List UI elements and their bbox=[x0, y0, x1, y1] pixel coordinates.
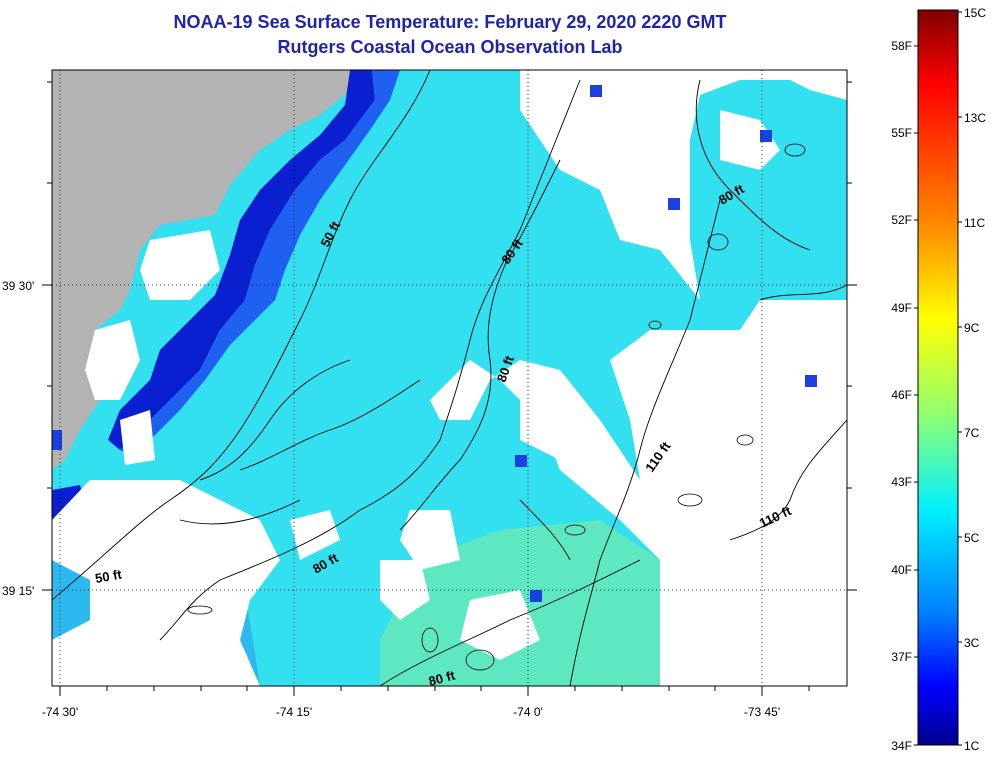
colorbar-f-label: 58F bbox=[891, 39, 912, 53]
colorbar-f-label: 52F bbox=[891, 213, 912, 227]
contour-80ft-south bbox=[379, 559, 641, 686]
contour-label: 50 ft bbox=[94, 566, 124, 586]
colorbar-f-label: 49F bbox=[891, 301, 912, 315]
colorbar bbox=[917, 9, 959, 746]
colorbar-c-label: 1C bbox=[964, 739, 980, 753]
contour-80ft-north bbox=[159, 79, 581, 641]
x-tick-label: -74 30' bbox=[42, 705, 78, 719]
nearshore-cold-band bbox=[108, 70, 375, 450]
colorbar-f-label: 43F bbox=[891, 475, 912, 489]
cold-pixels bbox=[52, 85, 817, 602]
contour-80ft-mid bbox=[399, 159, 561, 531]
x-tick-label: -74 0' bbox=[513, 705, 543, 719]
colorbar-ticks bbox=[914, 11, 962, 746]
colorbar-f-label: 40F bbox=[891, 563, 912, 577]
colorbar-f-label: 37F bbox=[891, 650, 912, 664]
contour-110ft bbox=[569, 199, 721, 686]
contour-110ft-east bbox=[729, 419, 847, 541]
colorbar-f-label: 46F bbox=[891, 388, 912, 402]
colorbar-f-label: 55F bbox=[891, 126, 912, 140]
contour-label: 80 ft bbox=[427, 667, 457, 689]
depth-contours bbox=[52, 70, 847, 686]
graticule bbox=[52, 70, 847, 686]
colorbar-c-label: 9C bbox=[964, 321, 980, 335]
map-subtitle: Rutgers Coastal Ocean Observation Lab bbox=[277, 37, 623, 57]
colorbar-c-label: 5C bbox=[964, 531, 980, 545]
cloud-mask bbox=[52, 70, 847, 686]
x-tick-label: -73 45' bbox=[744, 705, 780, 719]
map-frame bbox=[51, 69, 848, 687]
ticks bbox=[42, 81, 857, 696]
colorbar-c-label: 3C bbox=[964, 636, 980, 650]
contour-50ft bbox=[52, 70, 431, 601]
colorbar-c-label: 7C bbox=[964, 426, 980, 440]
colorbar-f-label: 34F bbox=[891, 739, 912, 753]
colorbar-c-label: 11C bbox=[964, 216, 985, 230]
y-tick-label: 39 30' bbox=[2, 279, 34, 293]
colorbar-c-label: 13C bbox=[964, 111, 986, 125]
nearshore-cold-band-south bbox=[52, 485, 85, 520]
land-new-jersey bbox=[52, 70, 355, 470]
x-tick-label: -74 15' bbox=[276, 705, 312, 719]
map-title: NOAA-19 Sea Surface Temperature: Februar… bbox=[173, 12, 727, 32]
contour-shoals bbox=[187, 143, 806, 671]
nearshore-medium-band bbox=[120, 70, 400, 455]
y-tick-label: 39 15' bbox=[2, 584, 34, 598]
colorbar-c-label: 15C bbox=[964, 6, 986, 20]
